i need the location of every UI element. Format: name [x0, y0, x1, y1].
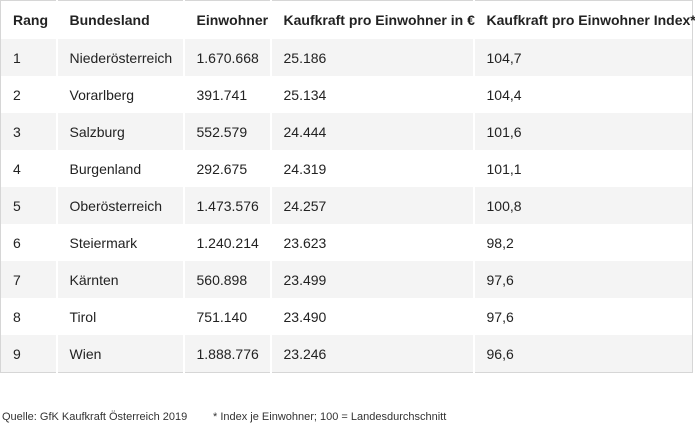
column-header: Kaufkraft pro Einwohner Index*: [472, 0, 695, 39]
data-table: Rang Bundesland Einwohner Kaufkraft pro Ein…: [0, 0, 695, 373]
column-header: Bundesland: [55, 0, 184, 39]
table-row: 7 Kärnten 560.898 23.499 97,6: [0, 261, 693, 298]
table-cell: 9: [0, 335, 57, 373]
table-body: 1 Niederösterreich 1.670.668 25.186 104,7 2 Vo…: [0, 39, 693, 373]
table-cell: 96,6: [472, 335, 693, 373]
table-cell: 104,7: [472, 39, 693, 76]
table-cell: 24.257: [269, 187, 474, 224]
table-cell: 1.670.668: [182, 39, 271, 76]
table-cell: 3: [0, 113, 57, 150]
table-cell: 751.140: [182, 298, 271, 335]
header-row: Rang Bundesland Einwohner Kaufkraft pro Ein…: [0, 0, 695, 39]
table-cell: Burgenland: [55, 150, 184, 187]
table-cell: 1.240.214: [182, 224, 271, 261]
table-cell: Kärnten: [55, 261, 184, 298]
table-cell: 5: [0, 187, 57, 224]
table-cell: 391.741: [182, 76, 271, 113]
source: Quelle: GfK Kaufkraft Österreich 2019: [2, 411, 188, 423]
table-cell: 97,6: [472, 261, 693, 298]
table-cell: 8: [0, 298, 57, 335]
table-cell: Salzburg: [55, 113, 184, 150]
table-cell: 23.490: [269, 298, 474, 335]
column-header: Kaufkraft pro Einwohner in €: [269, 0, 475, 39]
table-cell: 104,4: [472, 76, 693, 113]
table-cell: Tirol: [55, 298, 184, 335]
table-cell: 25.186: [269, 39, 474, 76]
table-cell: Steiermark: [55, 224, 184, 261]
table-cell: 23.499: [269, 261, 474, 298]
table-cell: 23.623: [269, 224, 474, 261]
note: * Index je Einwohner; 100 = Landesdurchs…: [213, 411, 447, 423]
table-cell: 1: [0, 39, 57, 76]
table-cell: 560.898: [182, 261, 271, 298]
table-row: 4 Burgenland 292.675 24.319 101,1: [0, 150, 693, 187]
table-row: 8 Tirol 751.140 23.490 97,6: [0, 298, 693, 335]
table-cell: Vorarlberg: [55, 76, 184, 113]
table-cell: 97,6: [472, 298, 693, 335]
table-row: 2 Vorarlberg 391.741 25.134 104,4: [0, 76, 693, 113]
table-cell: 6: [0, 224, 57, 261]
table-cell: 23.246: [269, 335, 474, 373]
table-cell: 24.444: [269, 113, 474, 150]
table-cell: 2: [0, 76, 57, 113]
table-row: 3 Salzburg 552.579 24.444 101,6: [0, 113, 693, 150]
table-cell: 100,8: [472, 187, 693, 224]
table-cell: 101,6: [472, 113, 693, 150]
table-cell: 25.134: [269, 76, 474, 113]
table-cell: 1.473.576: [182, 187, 271, 224]
table-row: 1 Niederösterreich 1.670.668 25.186 104,7: [0, 39, 693, 76]
column-header: Rang: [0, 0, 57, 39]
table-cell: Wien: [55, 335, 184, 373]
column-header: Einwohner: [182, 0, 271, 39]
table-row: 5 Oberösterreich 1.473.576 24.257 100,8: [0, 187, 693, 224]
table-row: 9 Wien 1.888.776 23.246 96,6: [0, 335, 693, 373]
table-row: 6 Steiermark 1.240.214 23.623 98,2: [0, 224, 693, 261]
table-cell: Oberösterreich: [55, 187, 184, 224]
table-cell: 98,2: [472, 224, 693, 261]
table-cell: Niederösterreich: [55, 39, 184, 76]
table-cell: 1.888.776: [182, 335, 271, 373]
table-cell: 292.675: [182, 150, 271, 187]
table-cell: 7: [0, 261, 57, 298]
table-cell: 552.579: [182, 113, 271, 150]
table-cell: 4: [0, 150, 57, 187]
table-cell: 101,1: [472, 150, 693, 187]
table-cell: 24.319: [269, 150, 474, 187]
